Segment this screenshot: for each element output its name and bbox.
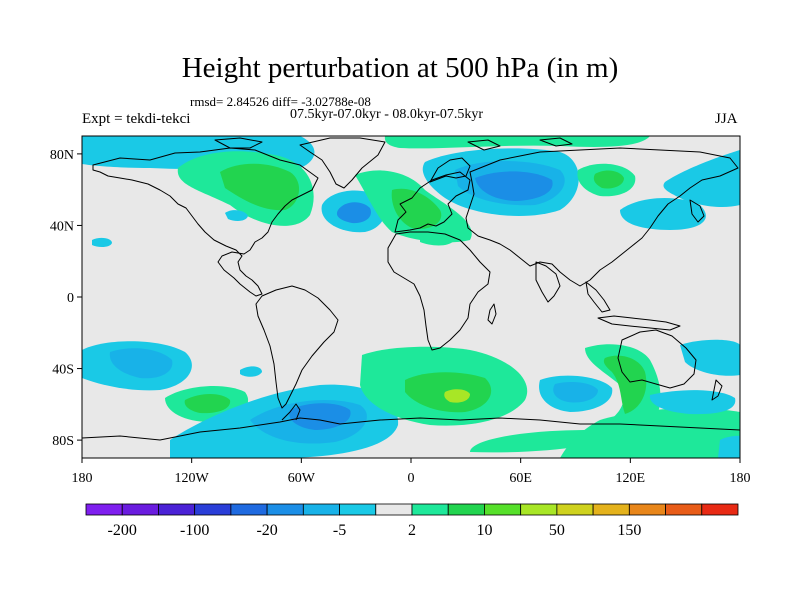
coast-japan	[689, 199, 705, 223]
colorbar-swatch	[447, 503, 485, 516]
colorbar-label: 10	[476, 522, 492, 539]
coast-australia	[617, 329, 697, 389]
colorbar-swatch	[701, 503, 739, 516]
lon-tick-label: 120E	[616, 471, 646, 486]
coast-antarctic-peninsula	[281, 403, 301, 421]
anomaly-eurasia-negative-core	[475, 171, 553, 201]
coast-indonesia	[597, 315, 681, 331]
colorbar-labels: -200 -100 -20 -5 2 10 50 150	[108, 522, 642, 539]
anomaly-south-pacific-positive-core	[184, 394, 231, 414]
colorbar-swatch	[665, 503, 703, 516]
colorbar-label: -20	[256, 522, 277, 539]
coast-southeast-asia	[585, 281, 611, 313]
coastlines	[82, 137, 740, 441]
coast-new-zealand	[711, 379, 723, 401]
anomaly-pacific-negative	[620, 198, 706, 230]
coast-europe	[394, 171, 471, 233]
anomaly-pacific-small-blue-2	[225, 210, 248, 221]
anomaly-africa-small-green	[420, 234, 455, 246]
stats-label: rmsd= 2.84526 diff= -3.02788e-08	[190, 94, 371, 109]
lat-tick-label: 40N	[50, 219, 74, 234]
colorbar-swatch	[302, 503, 340, 516]
colorbar	[85, 503, 739, 516]
colorbar-label: 150	[617, 522, 641, 539]
coast-antarctica	[82, 417, 740, 441]
anomaly-atlantic-negative-core	[336, 202, 371, 224]
axis-ticks	[77, 153, 741, 463]
season-label: JJA	[715, 111, 738, 127]
anomaly-south-pacific-negative-core	[109, 348, 173, 379]
coast-scandinavia	[429, 157, 471, 183]
colorbar-swatch	[411, 503, 449, 516]
anomaly-siberia-positive-core	[593, 170, 624, 189]
colorbar-swatch	[375, 503, 413, 516]
colorbar-swatch	[520, 503, 558, 516]
lon-tick-label: 180	[730, 471, 751, 486]
colorbar-swatch	[194, 503, 232, 516]
anomaly-indian-negative-core	[553, 382, 598, 403]
anomaly-antarctic-blue	[718, 435, 740, 458]
lon-tick-label: 0	[408, 471, 415, 486]
lon-tick-label: 60W	[288, 471, 316, 486]
coast-asia	[465, 147, 739, 287]
anomaly-pacific-small-blue	[92, 237, 112, 248]
colorbar-swatch	[556, 503, 594, 516]
colorbar-swatch	[484, 503, 522, 516]
coast-madagascar	[487, 303, 497, 325]
lat-tick-label: 80N	[50, 148, 74, 163]
colorbar-label: -200	[108, 522, 137, 539]
coast-arctic-islands	[214, 137, 573, 151]
experiment-label: Expt = tekdi-tekci	[82, 111, 191, 127]
anomaly-australia-core	[603, 355, 647, 414]
coast-india	[535, 261, 561, 303]
lon-tick-label: 120W	[175, 471, 210, 486]
colorbar-label: 2	[408, 522, 416, 539]
colorbar-label: 50	[549, 522, 565, 539]
anomaly-south-atlantic-small	[240, 366, 262, 377]
axis-tick-labels: 80N 40N 0 40S 80S 180 120W 60W 0 60E 120E 180	[50, 148, 751, 486]
colorbar-label: -5	[333, 522, 346, 539]
coast-greenland	[299, 137, 386, 189]
colorbar-swatch	[230, 503, 268, 516]
anomaly-southern-ocean-positive	[560, 408, 740, 458]
period-label: 07.5kyr-07.0kyr - 08.0kyr-07.5kyr	[290, 107, 484, 122]
anomaly-east-asia-negative	[663, 150, 740, 208]
lon-tick-label: 180	[72, 471, 93, 486]
anomaly-arctic-positive	[384, 136, 650, 149]
colorbar-swatch	[266, 503, 304, 516]
lat-tick-label: 80S	[52, 434, 74, 449]
colorbar-swatch	[85, 503, 123, 516]
coast-africa	[387, 231, 491, 351]
coast-north-america	[92, 147, 319, 297]
lat-tick-label: 0	[67, 291, 74, 306]
coast-south-america	[255, 285, 339, 409]
lon-tick-label: 60E	[509, 471, 532, 486]
anomaly-south-indian-peak	[444, 389, 470, 403]
colorbar-swatch	[121, 503, 159, 516]
colorbar-swatch	[339, 503, 377, 516]
colorbar-label: -100	[180, 522, 209, 539]
anomaly-southern-ocean-negative	[649, 390, 736, 415]
colorbar-swatch	[158, 503, 196, 516]
colorbar-swatch	[592, 503, 630, 516]
colorbar-swatch	[628, 503, 666, 516]
map-title: Height perturbation at 500 hPa (in m)	[181, 52, 619, 84]
anomaly-europe-core	[391, 188, 442, 229]
lat-tick-label: 40S	[52, 363, 74, 378]
anomaly-north-america-core	[220, 163, 300, 211]
map-field	[82, 136, 740, 458]
